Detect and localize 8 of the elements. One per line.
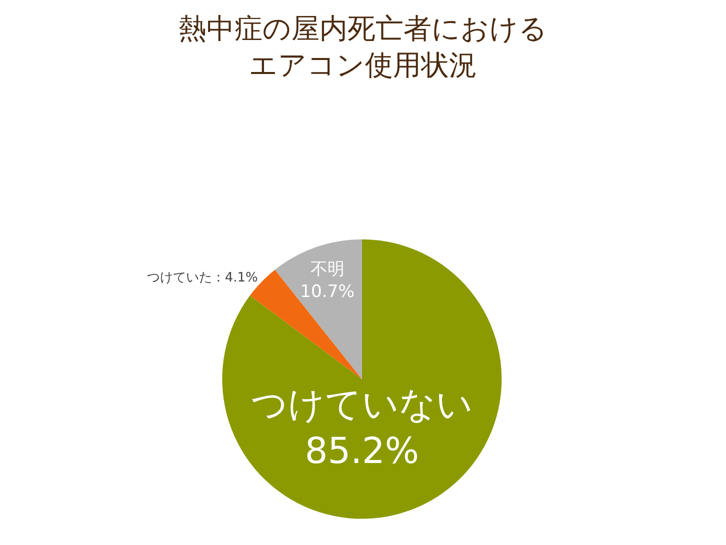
pie-slice (274, 239, 362, 380)
slice-label: つけていた：4.1% (146, 270, 258, 286)
chart-title: 熱中症の屋内死亡者におけるエアコン使用状況 (178, 12, 548, 82)
data-label: 85.2% (304, 431, 419, 472)
slice-label: つけていない (250, 384, 473, 426)
slice-label: 不明 (310, 260, 344, 280)
pie-slice (222, 239, 502, 519)
data-label: 10.7% (300, 282, 354, 302)
